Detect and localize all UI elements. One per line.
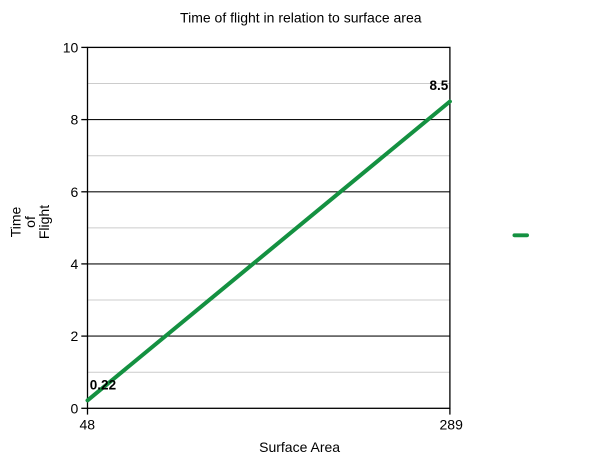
- svg-text:8.5: 8.5: [430, 78, 449, 93]
- svg-text:0.22: 0.22: [90, 377, 116, 392]
- svg-text:48: 48: [80, 417, 96, 433]
- svg-text:6: 6: [71, 184, 79, 200]
- svg-text:Surface Area: Surface Area: [259, 439, 340, 455]
- svg-text:2: 2: [71, 328, 79, 344]
- svg-text:0: 0: [71, 400, 79, 416]
- svg-text:8: 8: [71, 112, 79, 128]
- svg-text:289: 289: [440, 417, 464, 433]
- svg-text:10: 10: [63, 39, 79, 55]
- svg-text:Time of flight in relation to: Time of flight in relation to surface ar…: [180, 10, 422, 26]
- svg-text:4: 4: [71, 256, 79, 272]
- svg-text:TimeofFlight: TimeofFlight: [8, 205, 52, 239]
